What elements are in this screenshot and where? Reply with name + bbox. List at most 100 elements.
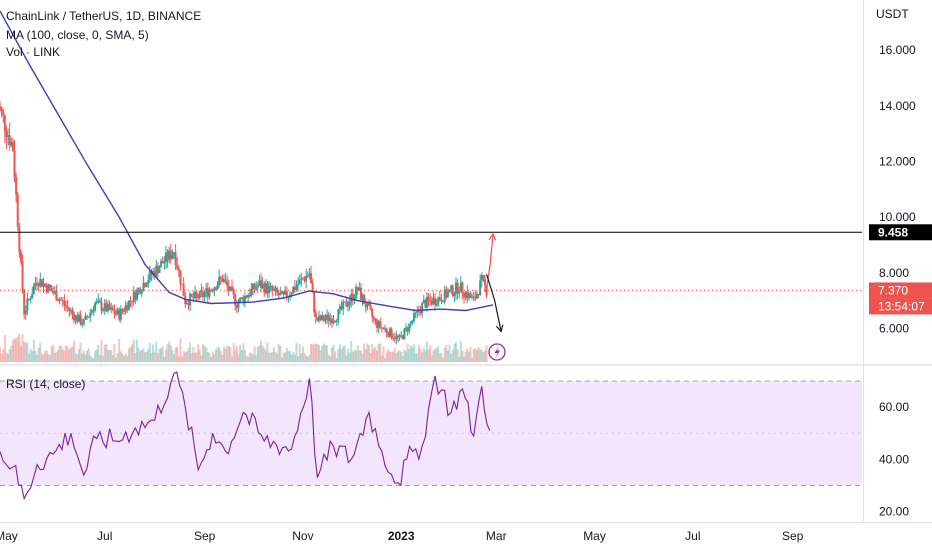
candle-body[interactable] xyxy=(406,327,409,332)
candle-body[interactable] xyxy=(384,328,387,330)
candle-body[interactable] xyxy=(115,313,118,315)
candle-body[interactable] xyxy=(61,300,64,302)
candle-body[interactable] xyxy=(164,252,167,262)
candle-body[interactable] xyxy=(395,335,398,340)
candle-body[interactable] xyxy=(19,251,22,262)
candle-body[interactable] xyxy=(11,141,14,151)
candle-body[interactable] xyxy=(396,335,399,338)
candle-body[interactable] xyxy=(15,177,18,195)
candle-body[interactable] xyxy=(434,297,437,305)
candle-body[interactable] xyxy=(63,300,66,305)
candle-body[interactable] xyxy=(232,289,235,295)
candle-body[interactable] xyxy=(55,291,58,301)
candle-body[interactable] xyxy=(134,291,137,300)
candle-body[interactable] xyxy=(0,106,1,108)
candle-body[interactable] xyxy=(351,293,354,301)
volume-legend[interactable]: Vol · LINK xyxy=(6,45,61,59)
candle-body[interactable] xyxy=(221,278,224,282)
candle-body[interactable] xyxy=(247,295,250,298)
bearish-projection-arrow[interactable] xyxy=(486,274,504,333)
candle-body[interactable] xyxy=(39,279,42,287)
candle-body[interactable] xyxy=(322,315,325,321)
candle-body[interactable] xyxy=(87,316,90,318)
candle-body[interactable] xyxy=(48,284,51,289)
candle-body[interactable] xyxy=(250,289,253,296)
candle-body[interactable] xyxy=(392,337,395,339)
level-price-badge[interactable]: 9.458 xyxy=(869,224,932,241)
candle-body[interactable] xyxy=(463,293,466,298)
candle-body[interactable] xyxy=(131,300,134,302)
candle-body[interactable] xyxy=(84,316,87,320)
candle-body[interactable] xyxy=(218,276,221,285)
candle-body[interactable] xyxy=(23,290,26,315)
candle-body[interactable] xyxy=(359,287,362,300)
candle-body[interactable] xyxy=(435,304,438,306)
candle-body[interactable] xyxy=(66,306,69,308)
candle-body[interactable] xyxy=(168,250,171,261)
candle-body[interactable] xyxy=(432,297,435,305)
candle-body[interactable] xyxy=(358,287,361,291)
candle-body[interactable] xyxy=(68,307,71,311)
candle-body[interactable] xyxy=(419,311,422,314)
candle-body[interactable] xyxy=(179,270,182,285)
candle-body[interactable] xyxy=(77,314,80,322)
candle-body[interactable] xyxy=(256,285,259,288)
candle-body[interactable] xyxy=(430,300,433,305)
candle-body[interactable] xyxy=(405,327,408,329)
candle-body[interactable] xyxy=(479,280,482,296)
candle-body[interactable] xyxy=(174,252,177,265)
candle-body[interactable] xyxy=(363,294,366,305)
candle-body[interactable] xyxy=(224,279,227,282)
candle-body[interactable] xyxy=(289,294,292,296)
candle-body[interactable] xyxy=(367,302,370,306)
candle-body[interactable] xyxy=(350,293,353,302)
candle-body[interactable] xyxy=(119,309,122,320)
candle-body[interactable] xyxy=(235,305,238,308)
candle-body[interactable] xyxy=(309,273,312,283)
candle-body[interactable] xyxy=(192,296,195,299)
candle-body[interactable] xyxy=(36,283,39,285)
candle-body[interactable] xyxy=(279,293,282,296)
candle-body[interactable] xyxy=(182,284,185,297)
candle-body[interactable] xyxy=(480,275,483,281)
candle-body[interactable] xyxy=(314,312,317,318)
candle-body[interactable] xyxy=(108,304,111,310)
candle-body[interactable] xyxy=(111,307,114,311)
candle-body[interactable] xyxy=(334,321,337,323)
candle-body[interactable] xyxy=(193,292,196,299)
candle-body[interactable] xyxy=(298,279,301,285)
rsi-line[interactable] xyxy=(0,371,491,501)
candle-body[interactable] xyxy=(398,335,401,338)
candle-body[interactable] xyxy=(416,309,419,313)
candle-body[interactable] xyxy=(282,291,285,295)
candle-body[interactable] xyxy=(47,284,50,293)
candle-body[interactable] xyxy=(467,293,470,299)
candle-body[interactable] xyxy=(276,288,279,293)
candle-body[interactable] xyxy=(253,283,256,290)
candle-body[interactable] xyxy=(453,293,456,296)
candle-body[interactable] xyxy=(261,283,264,288)
candle-body[interactable] xyxy=(414,312,417,314)
candle-body[interactable] xyxy=(347,305,350,307)
candle-body[interactable] xyxy=(73,313,76,321)
ma-legend[interactable]: MA (100, close, 0, SMA, 5) xyxy=(6,28,149,42)
candle-body[interactable] xyxy=(200,290,203,292)
candle-body[interactable] xyxy=(44,283,47,286)
candle-body[interactable] xyxy=(110,307,113,310)
candle-body[interactable] xyxy=(482,275,485,279)
candle-body[interactable] xyxy=(243,295,246,303)
candle-body[interactable] xyxy=(121,309,124,311)
candle-body[interactable] xyxy=(76,315,79,322)
candle-body[interactable] xyxy=(142,282,145,292)
candle-body[interactable] xyxy=(239,298,242,303)
candle-body[interactable] xyxy=(177,268,180,271)
candle-body[interactable] xyxy=(127,300,130,310)
candle-body[interactable] xyxy=(327,314,330,322)
candle-body[interactable] xyxy=(338,306,341,310)
candle-body[interactable] xyxy=(461,282,464,294)
candle-body[interactable] xyxy=(364,304,367,308)
candle-body[interactable] xyxy=(361,294,364,300)
candle-body[interactable] xyxy=(311,282,314,293)
candle-body[interactable] xyxy=(293,287,296,290)
candle-body[interactable] xyxy=(316,317,319,321)
